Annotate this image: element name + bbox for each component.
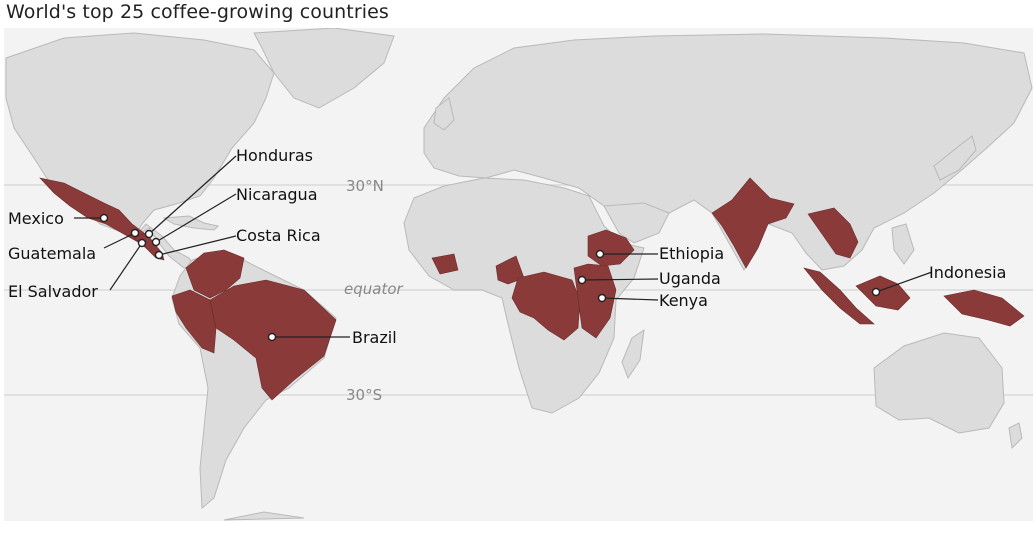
marker-brazil[interactable] <box>267 332 277 342</box>
landmass-caribbean <box>162 215 220 231</box>
leader-costa-rica <box>158 235 237 256</box>
marker-mexico[interactable] <box>99 213 109 223</box>
landmass-eurasia <box>423 33 1033 272</box>
coffee-region-india <box>711 177 795 269</box>
leader-honduras <box>148 155 237 235</box>
marker-guatemala[interactable] <box>130 228 140 238</box>
leader-kenya <box>601 297 659 301</box>
landmass-philippines <box>891 223 915 265</box>
coffee-region-west-africa <box>431 253 459 275</box>
coffee-region-new-guinea <box>943 289 1025 327</box>
landmass-new-zealand <box>1008 422 1023 450</box>
coffee-region-borneo-sulawesi <box>855 275 911 311</box>
landmass-arabia <box>603 202 670 244</box>
landmass-north-america <box>5 32 275 239</box>
marker-kenya[interactable] <box>597 293 607 303</box>
gridline-label-equator: equator <box>344 280 404 298</box>
world-map: 30°N equator 30°S Mexico Guatemala El Sa… <box>4 28 1033 521</box>
map-canvas: 30°N equator 30°S Mexico Guatemala El Sa… <box>4 28 1033 521</box>
marker-costa-rica[interactable] <box>154 250 164 260</box>
label-brazil: Brazil <box>352 328 397 347</box>
map-title: World's top 25 coffee-growing countries <box>6 1 389 23</box>
label-indonesia: Indonesia <box>929 263 1006 282</box>
landmass-australia <box>873 332 1005 434</box>
coffee-region-cameroon <box>495 255 525 285</box>
coffee-region-colombia-venezuela <box>185 249 245 299</box>
label-honduras: Honduras <box>236 146 313 165</box>
landmass-madagascar <box>621 328 645 380</box>
leader-indonesia <box>875 271 933 293</box>
leader-guatemala <box>103 232 136 249</box>
marker-el-salvador[interactable] <box>137 238 147 248</box>
coffee-region-sumatra <box>803 267 875 325</box>
marker-ethiopia[interactable] <box>595 249 605 259</box>
leader-el-salvador <box>109 242 143 291</box>
leader-nicaragua <box>155 193 237 243</box>
label-mexico: Mexico <box>8 209 64 228</box>
coffee-region-ecuador-peru <box>171 289 217 354</box>
label-ethiopia: Ethiopia <box>659 244 724 263</box>
label-uganda: Uganda <box>659 269 721 288</box>
gridline-label-30n: 30°N <box>346 177 384 195</box>
marker-uganda[interactable] <box>577 275 587 285</box>
coffee-region-southeast-asia <box>807 207 859 259</box>
label-kenya: Kenya <box>659 291 708 310</box>
marker-honduras[interactable] <box>144 229 154 239</box>
label-guatemala: Guatemala <box>8 244 96 263</box>
marker-nicaragua[interactable] <box>151 237 161 247</box>
landmass-antarctica <box>223 511 305 521</box>
landmass-greenland <box>253 28 395 109</box>
label-el-salvador: El Salvador <box>8 282 98 301</box>
gridline-label-30s: 30°S <box>346 386 382 404</box>
landmass-uk <box>433 97 455 131</box>
landmass-japan <box>933 135 977 181</box>
leader-uganda <box>581 278 659 281</box>
marker-indonesia[interactable] <box>871 287 881 297</box>
coffee-region-central-africa <box>511 271 581 341</box>
label-costa-rica: Costa Rica <box>236 226 321 245</box>
label-nicaragua: Nicaragua <box>236 185 318 204</box>
